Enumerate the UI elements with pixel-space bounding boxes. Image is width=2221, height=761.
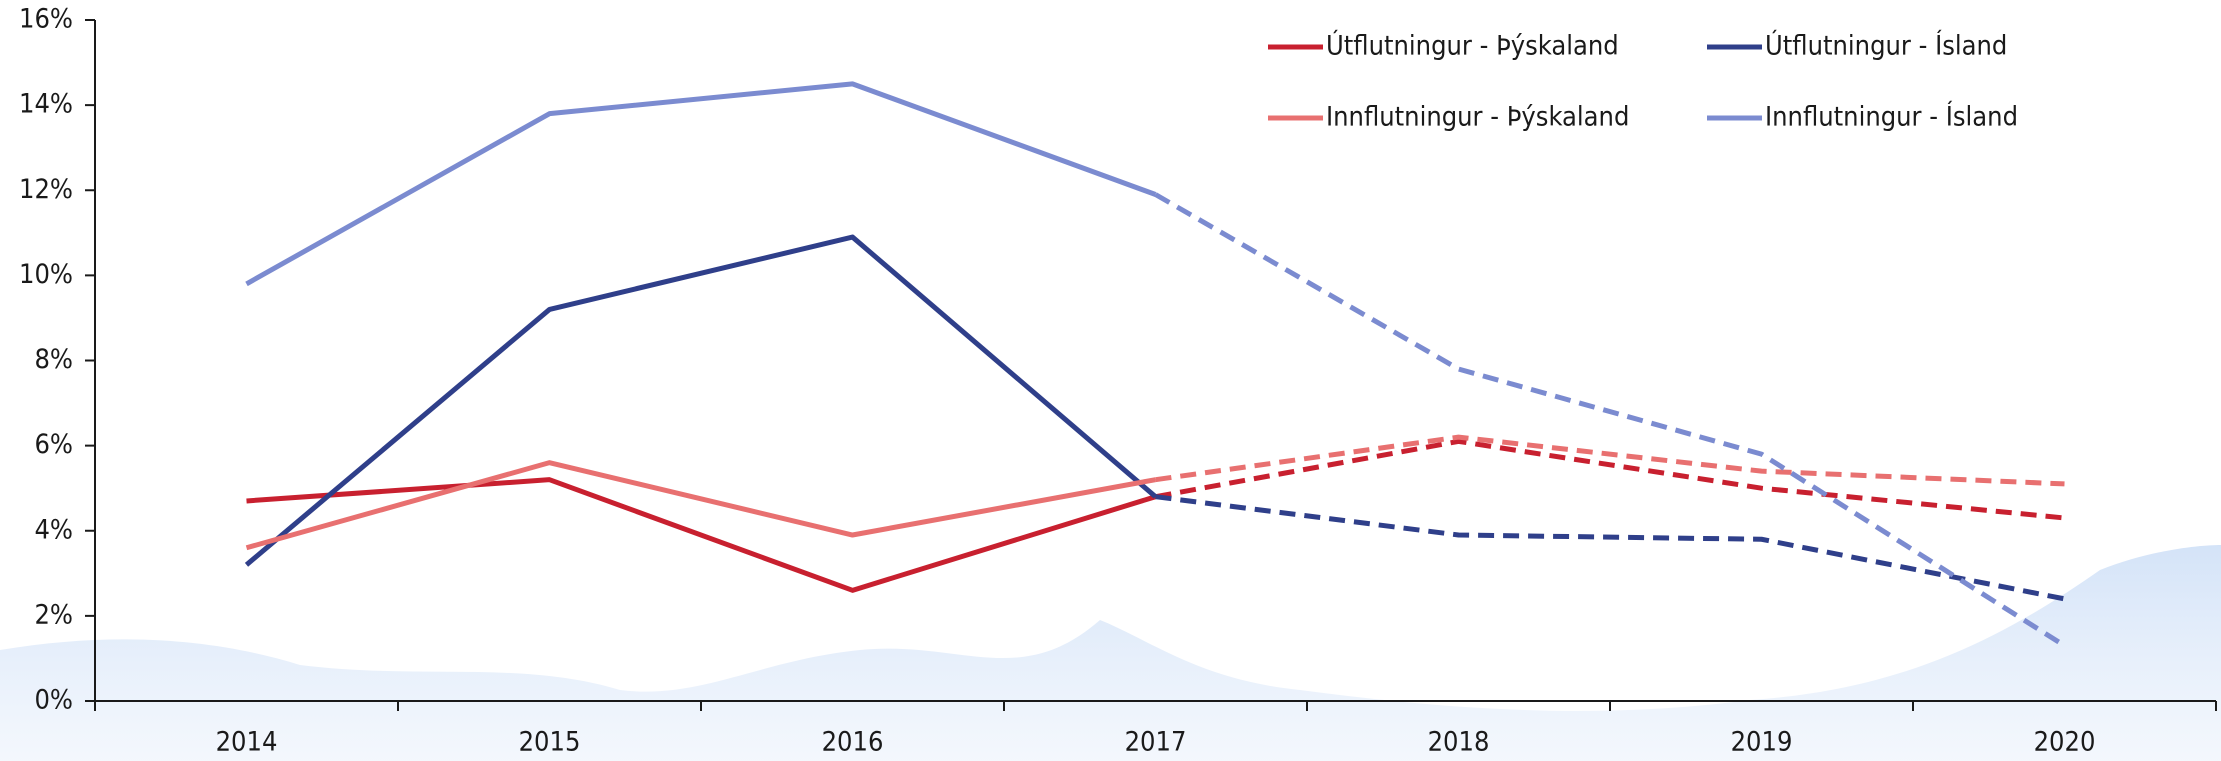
x-tick-label: 2018 xyxy=(1428,727,1490,758)
legend-label: Innflutningur - Þýskaland xyxy=(1326,102,1629,133)
y-tick-label: 6% xyxy=(34,429,73,460)
forecast-line xyxy=(1155,434,2065,487)
legend-label: Útflutningur - Þýskaland xyxy=(1326,30,1619,62)
y-tick-label: 0% xyxy=(34,685,73,716)
legend-label: Innflutningur - Ísland xyxy=(1765,101,2018,133)
background-wave xyxy=(0,545,2221,761)
y-tick-label: 12% xyxy=(19,174,73,205)
x-tick-label: 2019 xyxy=(1731,727,1793,758)
series-line xyxy=(246,477,1157,593)
x-tick-label: 2020 xyxy=(2034,727,2096,758)
y-tick-label: 14% xyxy=(19,89,73,120)
y-tick-label: 10% xyxy=(19,259,73,290)
series-line xyxy=(244,234,1158,567)
y-tick-label: 4% xyxy=(34,514,73,545)
forecast-line xyxy=(1155,494,2065,602)
forecast-line xyxy=(1154,192,2066,648)
series-line xyxy=(245,81,1157,287)
y-tick-label: 8% xyxy=(34,344,73,375)
x-tick-label: 2016 xyxy=(822,727,884,758)
x-tick-label: 2015 xyxy=(519,727,581,758)
x-tick-label: 2017 xyxy=(1125,727,1187,758)
series-line xyxy=(245,460,1156,551)
y-tick-label: 2% xyxy=(34,599,73,630)
y-tick-label: 16% xyxy=(19,4,73,35)
x-tick-label: 2014 xyxy=(216,727,278,758)
legend-label: Útflutningur - Ísland xyxy=(1765,30,2007,62)
forecast-line xyxy=(1155,438,2065,521)
